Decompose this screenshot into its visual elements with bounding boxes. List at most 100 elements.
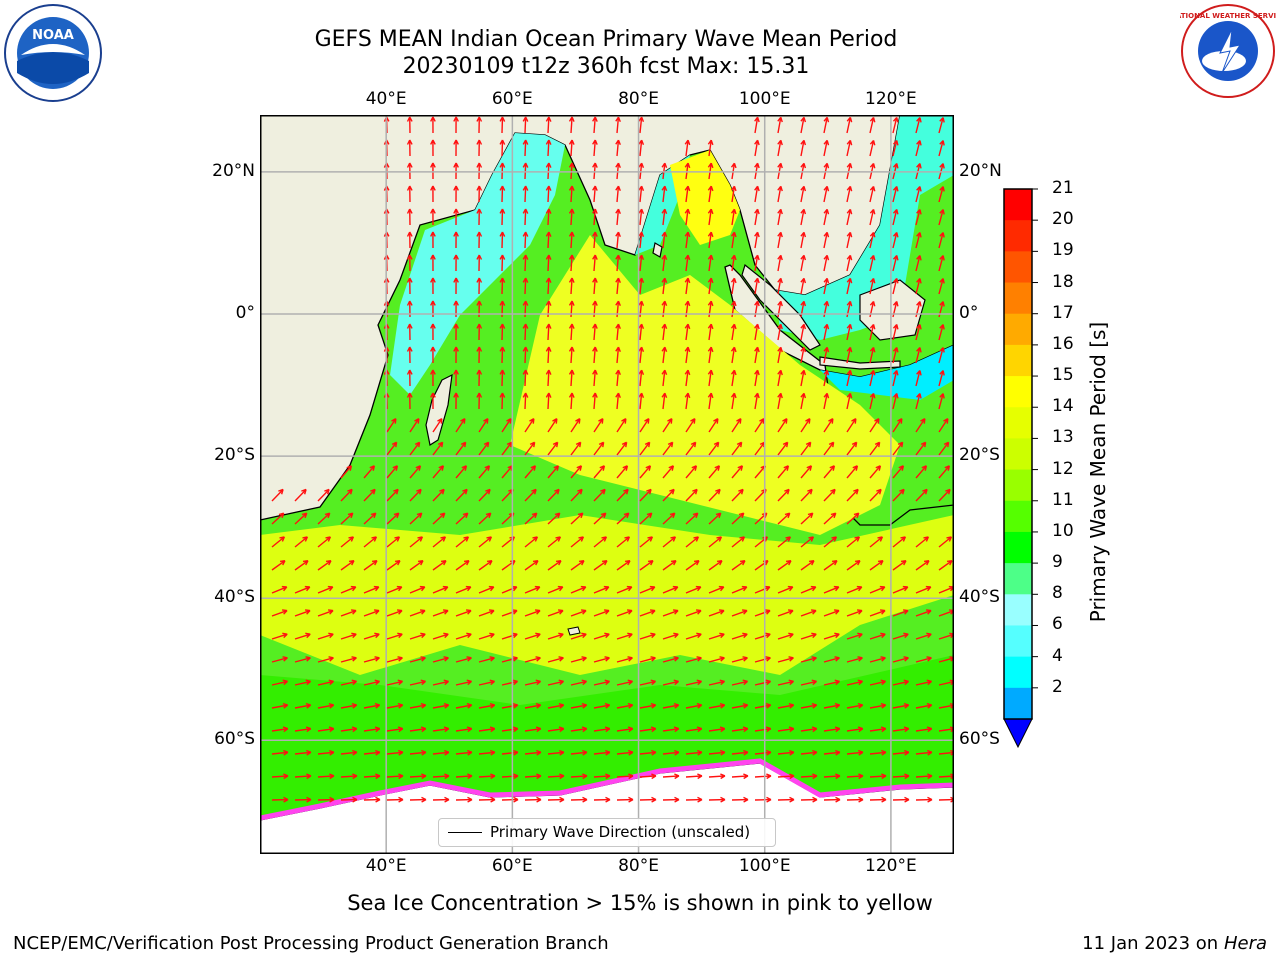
wave-arrow — [754, 585, 771, 594]
wave-arrow — [731, 585, 748, 594]
wave-arrow — [684, 254, 691, 272]
colorbar-segment-12 — [1004, 563, 1032, 595]
wave-arrow — [271, 632, 288, 640]
wave-arrow — [638, 139, 645, 157]
wave-arrow — [662, 441, 674, 456]
wave-arrow — [823, 185, 830, 203]
wave-arrow — [938, 140, 945, 157]
wave-arrow — [453, 369, 459, 387]
wave-arrow — [406, 254, 413, 272]
wave-arrow — [915, 465, 928, 479]
wave-arrow — [593, 749, 611, 756]
wave-arrow — [294, 773, 312, 780]
wave-arrow — [869, 323, 876, 341]
colorbar-segment-4 — [1004, 313, 1032, 346]
wave-arrow — [730, 323, 737, 341]
wave-arrow — [616, 609, 633, 617]
wave-arrow — [499, 369, 506, 387]
wave-arrow — [294, 609, 311, 617]
wave-arrow — [777, 796, 795, 803]
wave-arrow — [938, 418, 949, 433]
wave-arrow — [823, 536, 838, 548]
wave-arrow — [662, 465, 675, 479]
wave-arrow — [363, 559, 378, 571]
wave-arrow — [708, 749, 726, 756]
wave-arrow — [432, 512, 446, 525]
wave-arrow — [478, 656, 495, 663]
wave-arrow — [892, 632, 909, 640]
long-period-zone-central — [510, 235, 900, 535]
wave-arrow — [432, 536, 447, 548]
wave-arrow — [547, 488, 560, 502]
wave-arrow — [731, 536, 746, 548]
wave-arrow — [406, 208, 413, 226]
wave-arrow — [455, 585, 472, 594]
wave-arrow — [570, 702, 588, 709]
wave-arrow — [409, 585, 426, 594]
wave-arrow — [892, 185, 899, 203]
wave-arrow — [915, 679, 933, 686]
wave-arrow — [453, 277, 459, 295]
colorbar-segment-1 — [1004, 220, 1032, 252]
wave-arrow — [501, 702, 519, 709]
wave-arrow — [499, 277, 506, 295]
wave-arrow — [777, 749, 795, 756]
wave-arrow — [478, 585, 495, 594]
wave-arrow — [453, 323, 459, 341]
wave-arrow — [754, 116, 760, 134]
wave-arrow — [800, 726, 818, 733]
wave-arrow — [707, 323, 714, 341]
wave-arrow — [386, 632, 403, 640]
wave-arrow — [317, 512, 331, 525]
wave-arrow — [616, 773, 634, 780]
wave-arrow — [800, 465, 813, 479]
wave-arrow — [754, 609, 771, 617]
wave-arrow — [547, 585, 564, 594]
colorbar-segment-0 — [1004, 189, 1032, 221]
wave-arrow — [430, 392, 436, 410]
wave-arrow — [524, 512, 538, 525]
wave-arrow — [271, 749, 289, 756]
wave-arrow — [409, 679, 427, 686]
wave-arrow — [800, 418, 811, 433]
wave-arrow — [639, 536, 654, 548]
wave-arrow — [386, 488, 399, 502]
wave-arrow — [846, 323, 853, 341]
wave-arrow — [823, 488, 836, 502]
wave-arrow — [593, 536, 608, 548]
wave-arrow — [340, 609, 357, 617]
wave-arrow — [777, 254, 783, 272]
wave-arrow — [570, 609, 587, 617]
wave-arrow — [476, 392, 483, 410]
wave-arrow — [522, 208, 529, 226]
wave-arrow — [846, 277, 853, 295]
colorbar-segment-14 — [1004, 625, 1032, 658]
wave-arrow — [731, 656, 748, 663]
wave-arrow — [938, 117, 945, 134]
wave-arrow — [499, 162, 506, 180]
lon-label-bottom-3: 100°E — [738, 856, 791, 876]
wave-arrow — [386, 559, 401, 571]
lon-label-bottom-4: 120°E — [865, 856, 917, 876]
wave-arrow — [800, 585, 817, 594]
wave-arrow — [478, 609, 495, 617]
wave-arrow — [707, 369, 714, 387]
wave-arrow — [639, 632, 656, 640]
lon-label-top-2: 80°E — [618, 89, 659, 109]
wave-arrow — [869, 679, 887, 686]
wave-arrow — [453, 185, 459, 203]
wave-arrow — [685, 796, 703, 803]
wave-arrow — [892, 773, 910, 780]
wave-arrow — [455, 418, 466, 433]
wave-arrow — [915, 393, 922, 410]
footer-credit: NCEP/EMC/Verification Post Processing Pr… — [13, 933, 609, 954]
wave-arrow — [409, 488, 422, 502]
wave-arrow — [800, 632, 817, 640]
wave-arrow — [476, 369, 483, 387]
wave-arrow — [570, 512, 584, 525]
wave-arrow — [570, 726, 588, 733]
wave-arrow — [661, 254, 668, 272]
wave-arrow — [777, 702, 795, 709]
wave-arrow — [800, 512, 814, 525]
wave-arrow — [432, 632, 449, 640]
